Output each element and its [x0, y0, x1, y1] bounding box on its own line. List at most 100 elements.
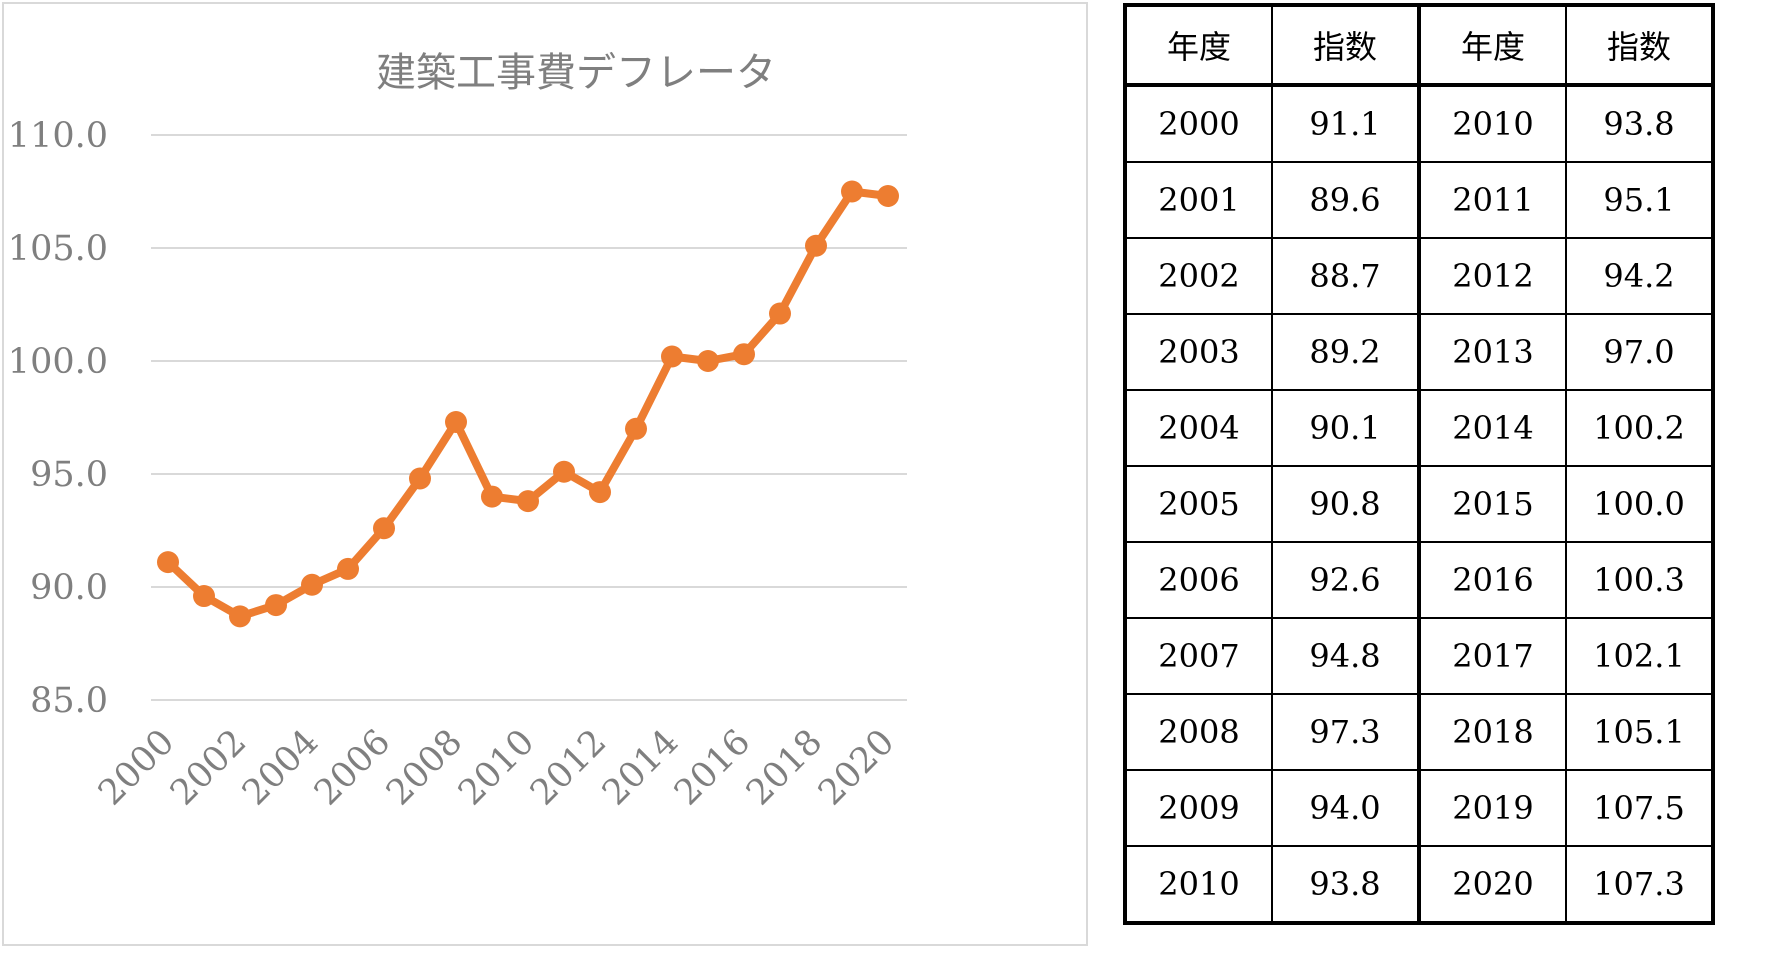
x-tick-label: 2018	[739, 722, 830, 813]
x-tick-label: 2010	[451, 722, 542, 813]
header-year-1: 年度	[1124, 4, 1273, 87]
header-index-2: 指数	[1565, 4, 1714, 87]
data-point	[553, 460, 575, 483]
table-row: 2010 93.8 2020 107.3	[1124, 845, 1714, 924]
cell-year-1: 2010	[1124, 845, 1273, 924]
x-tick-label: 2016	[667, 722, 758, 813]
cell-year-1: 2000	[1124, 84, 1273, 163]
cell-index-2: 100.0	[1565, 465, 1714, 543]
cell-index-1: 94.0	[1271, 769, 1421, 847]
x-tick-label: 2006	[307, 722, 398, 813]
chart-title: 建築工事費デフレータ	[376, 50, 776, 96]
cell-year-1: 2006	[1124, 541, 1273, 619]
x-tick-label: 2004	[235, 722, 326, 813]
table-row: 2000 91.1 2010 93.8	[1124, 84, 1714, 163]
y-axis-tick-labels: 85.0 90.0 95.0 100.0 105.0 110.0	[8, 116, 108, 721]
data-point	[805, 234, 827, 257]
line-chart: 建築工事費デフレータ 85.0 90.0 95.0 100.0 105.0 110.0 2…	[8, 50, 907, 813]
cell-year-1: 2004	[1124, 389, 1273, 467]
cell-index-1: 89.2	[1271, 313, 1421, 391]
cell-year-1: 2008	[1124, 693, 1273, 771]
x-tick-label: 2002	[163, 722, 254, 813]
data-point	[193, 585, 215, 608]
data-point	[841, 180, 863, 203]
cell-year-1: 2003	[1124, 313, 1273, 391]
data-point	[373, 517, 395, 540]
y-tick-label: 95.0	[30, 455, 108, 495]
data-point	[229, 605, 251, 628]
cell-index-2: 100.3	[1565, 541, 1714, 619]
cell-index-2: 93.8	[1565, 84, 1714, 163]
cell-index-1: 90.8	[1271, 465, 1421, 543]
cell-index-1: 97.3	[1271, 693, 1421, 771]
series-line	[164, 187, 892, 621]
cell-year-2: 2013	[1418, 313, 1567, 391]
data-table: 年度 指数 年度 指数 2000 91.1 2010 93.8 2001 89.6 2011…	[1123, 3, 1715, 925]
data-point	[481, 485, 503, 508]
cell-year-1: 2005	[1124, 465, 1273, 543]
cell-index-2: 107.5	[1565, 769, 1714, 847]
data-point	[157, 551, 179, 574]
cell-index-1: 94.8	[1271, 617, 1421, 695]
cell-year-2: 2019	[1418, 769, 1567, 847]
table-body: 2000 91.1 2010 93.8 2001 89.6 2011 95.1 2002 88.7…	[1124, 84, 1714, 924]
header-index-1: 指数	[1271, 4, 1421, 87]
cell-index-1: 90.1	[1271, 389, 1421, 467]
cell-year-2: 2020	[1418, 845, 1567, 924]
x-axis-tick-labels: 2000200220042006200820102012201420162018…	[91, 722, 902, 813]
table-row: 2005 90.8 2015 100.0	[1124, 465, 1714, 543]
cell-index-2: 100.2	[1565, 389, 1714, 467]
data-point	[409, 467, 431, 490]
cell-year-1: 2007	[1124, 617, 1273, 695]
y-tick-label: 90.0	[30, 568, 108, 608]
data-point	[769, 302, 791, 325]
table-row: 2001 89.6 2011 95.1	[1124, 161, 1714, 239]
cell-index-1: 93.8	[1271, 845, 1421, 924]
series-layer	[157, 180, 899, 628]
data-point	[517, 490, 539, 513]
cell-index-2: 102.1	[1565, 617, 1714, 695]
table-header-row: 年度 指数 年度 指数	[1124, 4, 1714, 87]
x-tick-label: 2000	[91, 722, 182, 813]
table-row: 2009 94.0 2019 107.5	[1124, 769, 1714, 847]
cell-year-2: 2011	[1418, 161, 1567, 239]
cell-year-2: 2017	[1418, 617, 1567, 695]
cell-year-2: 2012	[1418, 237, 1567, 315]
y-tick-label: 85.0	[30, 681, 108, 721]
cell-year-2: 2015	[1418, 465, 1567, 543]
cell-year-2: 2010	[1418, 84, 1567, 163]
table-row: 2008 97.3 2018 105.1	[1124, 693, 1714, 771]
table-row: 2002 88.7 2012 94.2	[1124, 237, 1714, 315]
cell-index-2: 107.3	[1565, 845, 1714, 924]
cell-year-2: 2018	[1418, 693, 1567, 771]
cell-year-1: 2001	[1124, 161, 1273, 239]
x-tick-label: 2012	[523, 722, 614, 813]
data-point	[697, 350, 719, 372]
cell-index-1: 91.1	[1271, 84, 1421, 163]
grid-lines	[151, 134, 907, 701]
cell-index-1: 88.7	[1271, 237, 1421, 315]
cell-year-1: 2002	[1124, 237, 1273, 315]
table-row: 2006 92.6 2016 100.3	[1124, 541, 1714, 619]
x-tick-label: 2008	[379, 722, 470, 813]
y-tick-label: 105.0	[8, 229, 108, 269]
data-point	[733, 343, 755, 366]
x-tick-label: 2020	[811, 722, 902, 813]
data-point	[625, 417, 647, 440]
data-point	[877, 185, 899, 208]
y-tick-label: 100.0	[8, 342, 108, 382]
cell-year-2: 2016	[1418, 541, 1567, 619]
cell-year-2: 2014	[1418, 389, 1567, 467]
cell-index-2: 94.2	[1565, 237, 1714, 315]
data-point	[589, 481, 611, 504]
cell-index-1: 92.6	[1271, 541, 1421, 619]
x-tick-label: 2014	[595, 722, 686, 813]
data-point	[337, 557, 359, 580]
data-point	[301, 573, 323, 596]
cell-index-2: 95.1	[1565, 161, 1714, 239]
cell-index-2: 97.0	[1565, 313, 1714, 391]
table-row: 2003 89.2 2013 97.0	[1124, 313, 1714, 391]
chart-panel: 建築工事費デフレータ 85.0 90.0 95.0 100.0 105.0 110.0 2…	[2, 2, 1088, 946]
table-row: 2007 94.8 2017 102.1	[1124, 617, 1714, 695]
y-tick-label: 110.0	[8, 116, 108, 156]
